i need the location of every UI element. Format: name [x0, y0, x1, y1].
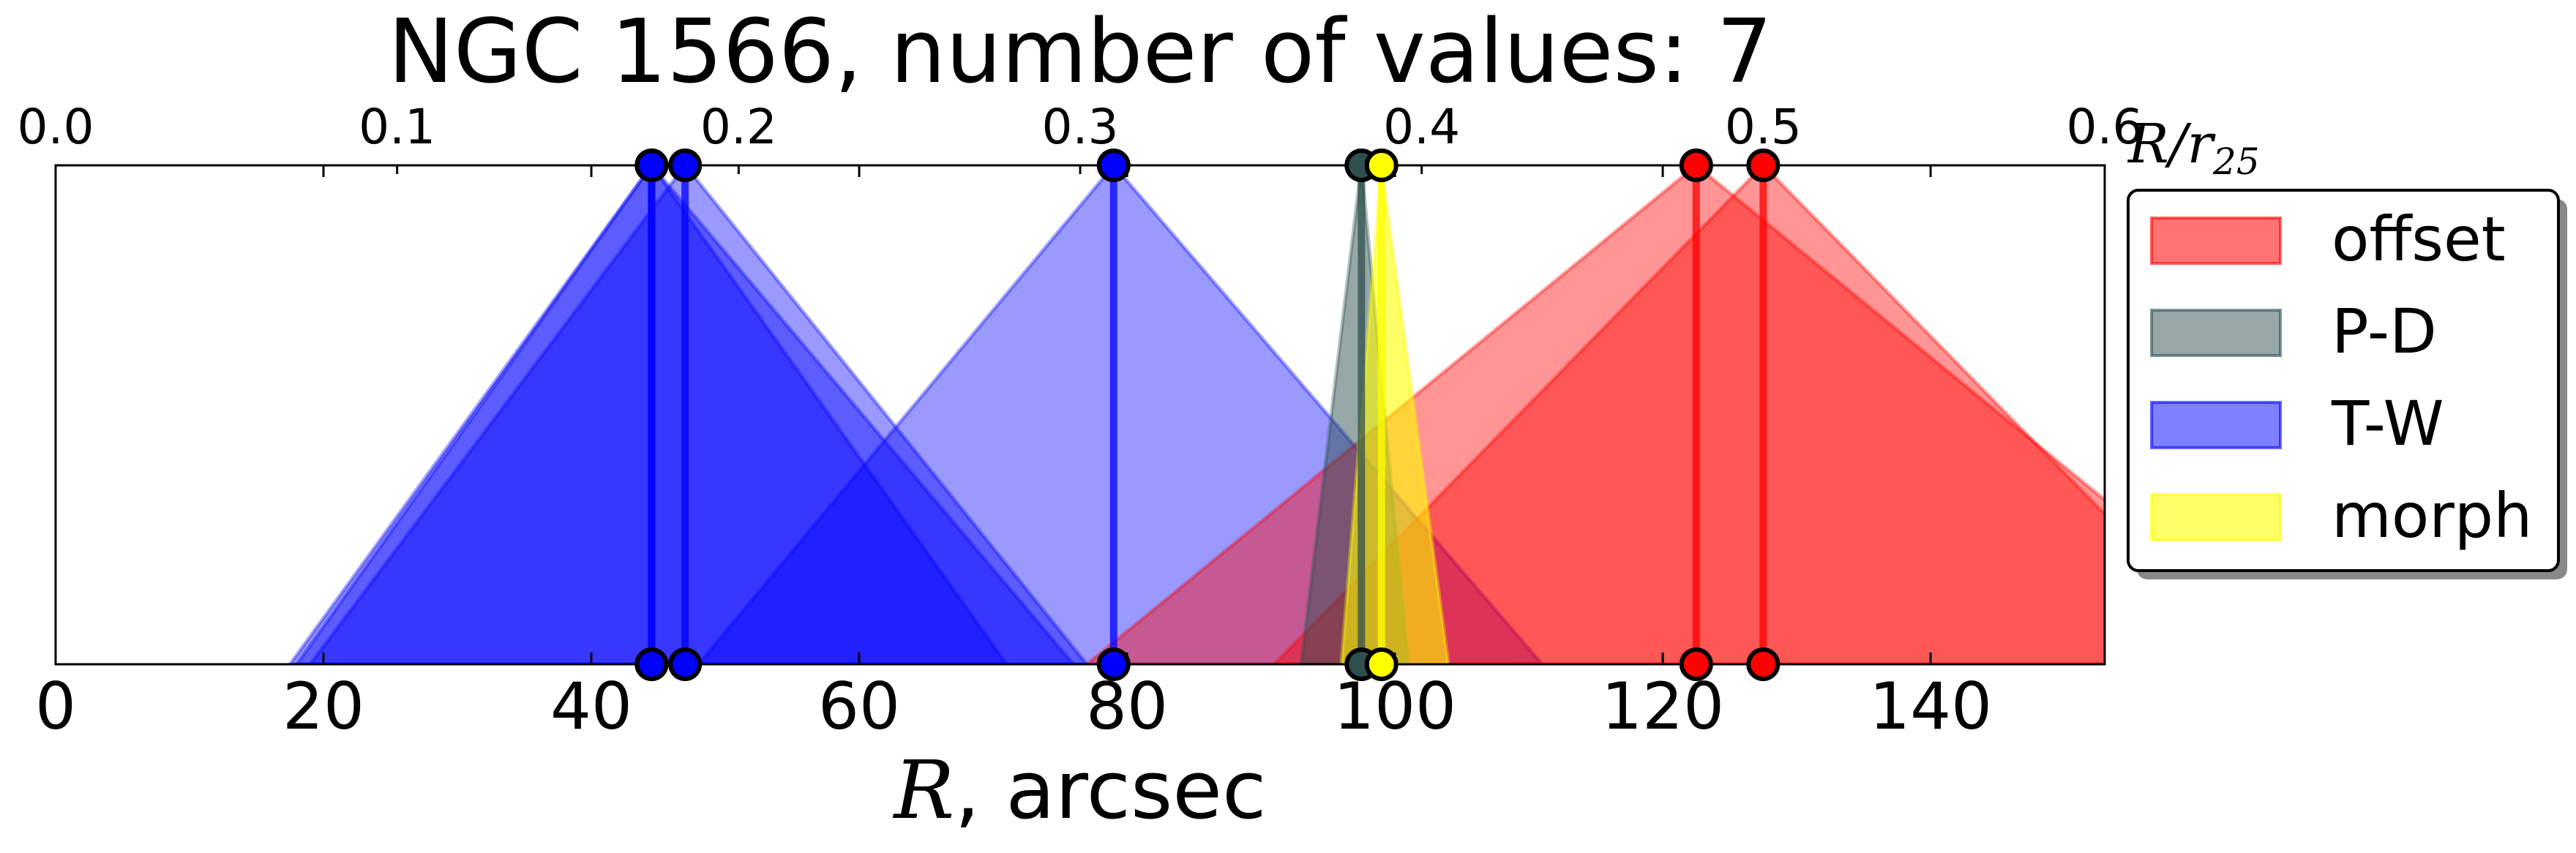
- top-tick-label: 0.3: [1042, 99, 1119, 155]
- range-triangle-t-w: [307, 165, 1090, 664]
- x-axis-label-italic: R: [893, 743, 955, 837]
- bottom-tick-label: 0: [35, 669, 76, 744]
- range-triangle-offset: [1271, 165, 2105, 664]
- legend-swatch-offset: [2150, 217, 2282, 265]
- bottom-axis-ticks: 0 20 40 60 80 100 120 140: [35, 165, 1992, 744]
- legend-label-t-w: T-W: [2331, 388, 2444, 459]
- value-marker-t-w: [634, 149, 669, 182]
- bottom-tick-label: 40: [550, 669, 632, 744]
- value-marker-t-w: [668, 149, 703, 182]
- bottom-tick-label: 140: [1869, 669, 1992, 744]
- value-marker-t-w: [668, 647, 703, 681]
- chart-title: NGC 1566, number of values: 7: [388, 1, 1772, 103]
- top-tick-label: 0.1: [359, 99, 435, 155]
- value-marker-offset: [1679, 149, 1713, 182]
- top-tick-label: 0.2: [700, 99, 777, 155]
- legend-swatch-p-d: [2150, 309, 2282, 357]
- legend-label-p-d: P-D: [2332, 296, 2437, 367]
- bottom-tick-label: 60: [818, 669, 900, 744]
- bottom-tick-label: 120: [1601, 669, 1724, 744]
- x-axis-label: R, arcsec: [893, 743, 1267, 837]
- bottom-tick-label: 80: [1086, 669, 1168, 744]
- value-marker-morph: [1364, 647, 1399, 681]
- top-tick-label: 0.6: [2067, 99, 2143, 155]
- bottom-tick-label: 20: [282, 669, 364, 744]
- top-tick-label: 0.5: [1725, 99, 1802, 155]
- value-marker-morph: [1364, 149, 1399, 182]
- top-tick-label: 0.0: [18, 99, 94, 155]
- value-marker-t-w: [1096, 647, 1131, 681]
- top-tick-label: 0.4: [1383, 99, 1460, 155]
- value-marker-t-w: [1096, 149, 1131, 182]
- legend-swatch-morph: [2150, 493, 2282, 541]
- x-axis-label-rest: , arcsec: [954, 743, 1266, 837]
- top-axis-label-main: R/r: [2127, 113, 2217, 176]
- bottom-tick-label: 100: [1333, 669, 1456, 744]
- plot-area: [288, 165, 2105, 664]
- top-axis-ticks: 0.0 0.1 0.2 0.3 0.4 0.5 0.6: [18, 99, 2143, 174]
- legend-box: [2127, 189, 2560, 572]
- top-axis-label-sub: 25: [2212, 140, 2260, 183]
- legend-label-offset: offset: [2332, 203, 2506, 275]
- value-marker-t-w: [634, 647, 669, 681]
- value-marker-offset: [1746, 647, 1781, 681]
- top-axis-label: R/r25: [2127, 113, 2260, 183]
- legend: offset P-D T-W morph: [2127, 189, 2567, 579]
- legend-swatch-t-w: [2150, 401, 2282, 449]
- value-marker-offset: [1746, 149, 1781, 182]
- legend-label-morph: morph: [2332, 480, 2532, 552]
- value-marker-offset: [1679, 647, 1713, 681]
- plot-frame: [54, 164, 2106, 666]
- markers: [634, 149, 1781, 681]
